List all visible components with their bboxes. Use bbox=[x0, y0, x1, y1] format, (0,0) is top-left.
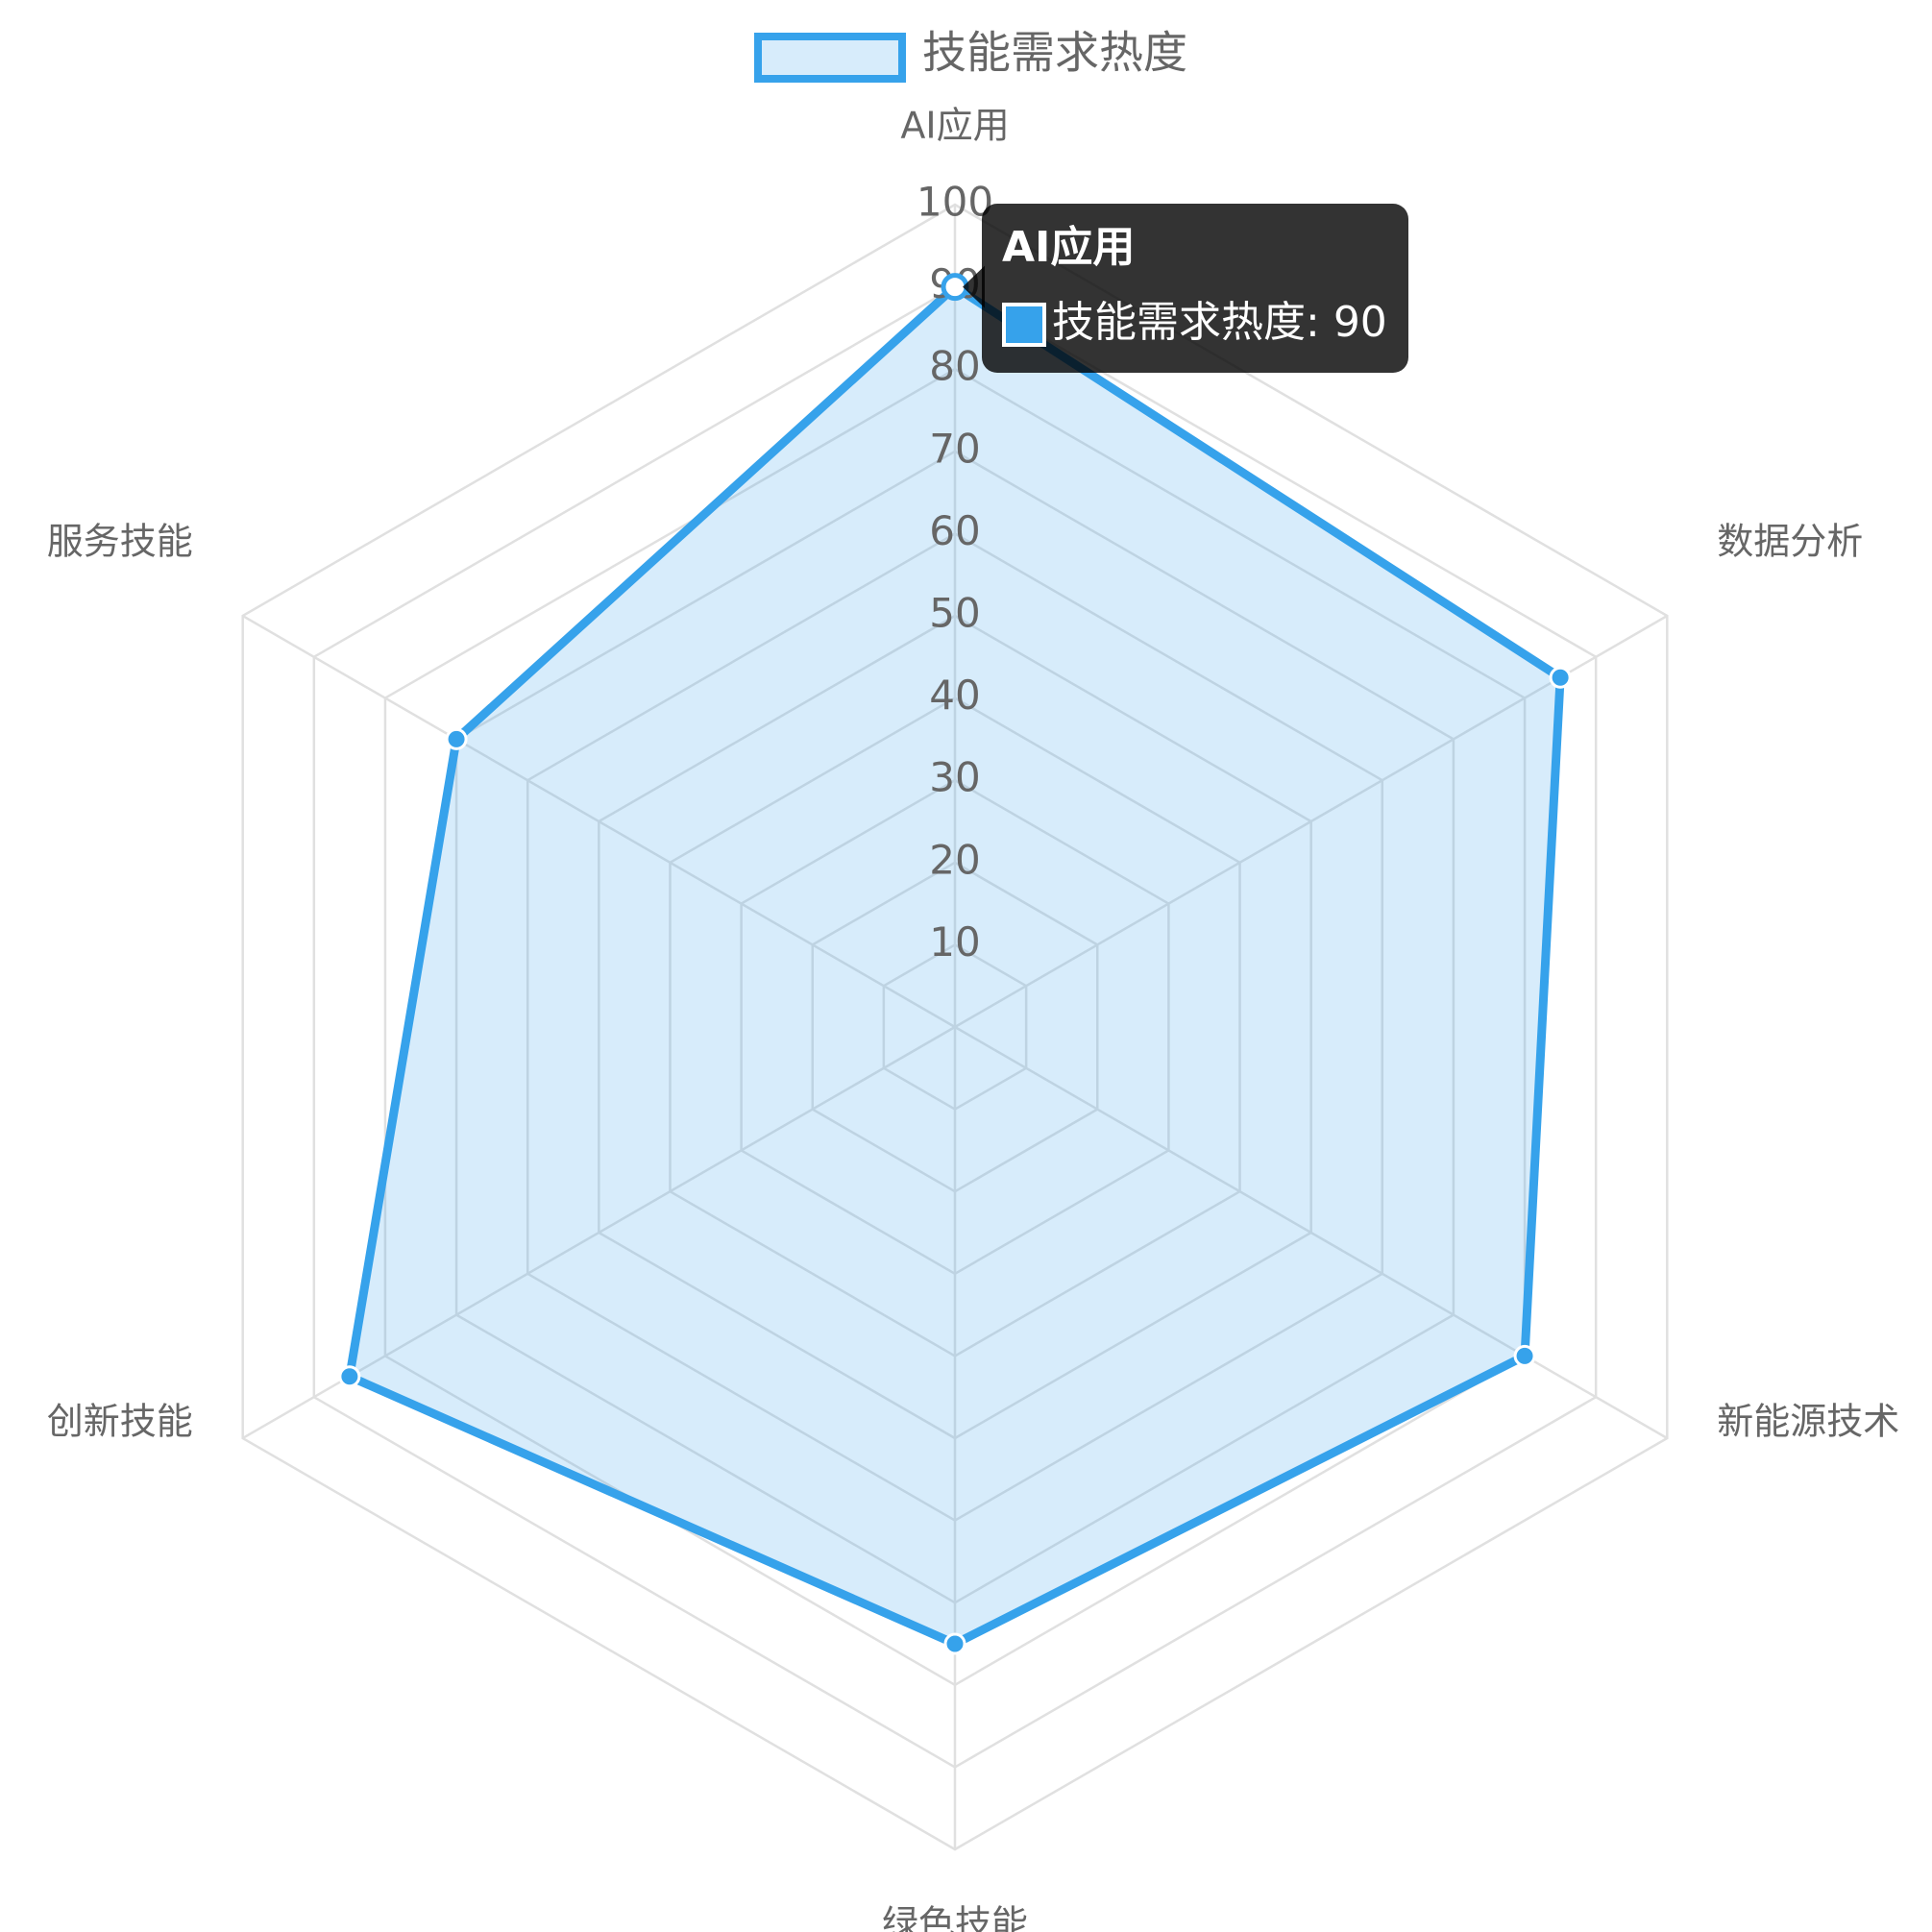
r-tick-label: 30 bbox=[929, 754, 980, 801]
r-tick-label: 70 bbox=[929, 425, 980, 472]
spoke bbox=[954, 1025, 1668, 1440]
tooltip-body: 技能需求热度: 90 bbox=[1052, 298, 1387, 347]
legend-swatch bbox=[754, 33, 906, 83]
tooltip-sep: : bbox=[1306, 298, 1333, 347]
tooltip-swatch bbox=[1002, 303, 1046, 347]
data-point bbox=[445, 727, 468, 750]
data-point bbox=[943, 1632, 966, 1655]
category-label: AI应用 bbox=[900, 105, 1009, 147]
data-point bbox=[1549, 666, 1572, 689]
tooltip-arrow bbox=[963, 265, 985, 308]
tooltip-value: 90 bbox=[1333, 298, 1387, 347]
category-label: 创新技能 bbox=[47, 1401, 193, 1443]
tooltip-title: AI应用 bbox=[1002, 223, 1135, 272]
r-tick-label: 100 bbox=[917, 179, 993, 226]
r-tick-label: 80 bbox=[929, 343, 980, 390]
category-label: 绿色技能 bbox=[882, 1903, 1028, 1932]
spoke bbox=[242, 1025, 956, 1440]
category-label: 新能源技术 bbox=[1717, 1401, 1899, 1443]
spoke bbox=[242, 614, 956, 1029]
r-tick-label: 50 bbox=[929, 590, 980, 637]
r-tick-label: 10 bbox=[929, 918, 980, 966]
category-label: 服务技能 bbox=[47, 521, 193, 563]
legend-label: 技能需求热度 bbox=[922, 27, 1187, 79]
category-label: 数据分析 bbox=[1717, 521, 1863, 563]
tooltip-box bbox=[982, 204, 1408, 373]
data-point bbox=[338, 1365, 361, 1388]
spoke bbox=[954, 614, 1668, 1029]
tooltip-series: 技能需求热度 bbox=[1052, 298, 1306, 347]
data-point bbox=[1513, 1344, 1536, 1367]
r-tick-label: 60 bbox=[929, 507, 980, 554]
r-tick-label: 40 bbox=[929, 672, 980, 719]
r-tick-label: 20 bbox=[929, 836, 980, 883]
